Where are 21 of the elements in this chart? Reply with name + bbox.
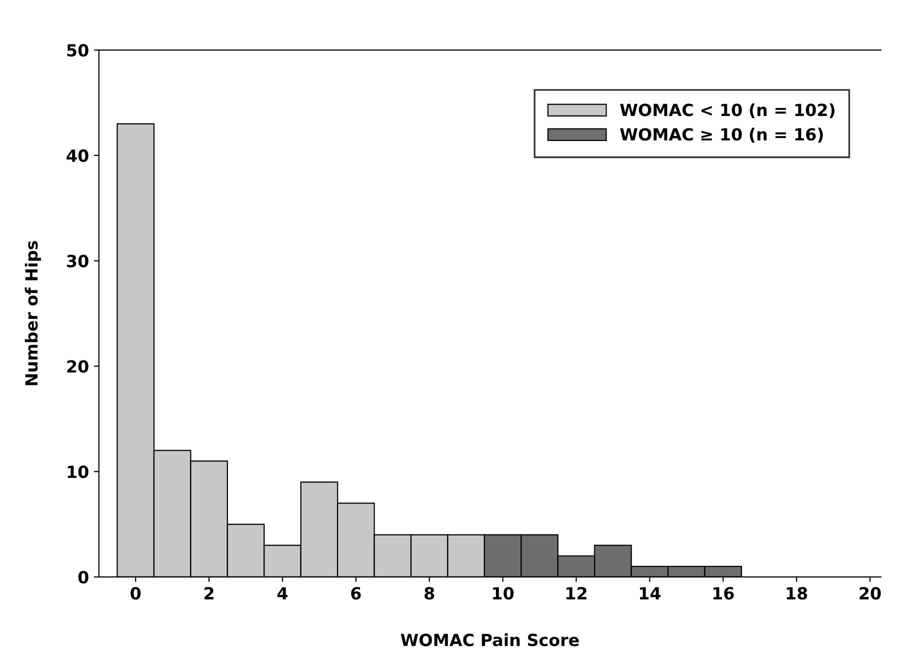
x-tick-label: 2 (204, 586, 214, 600)
y-tick-label: 10 (68, 466, 88, 478)
x-axis-title: WOMAC Pain Score (400, 633, 579, 646)
x-tick-label: 10 (493, 586, 514, 600)
x-tick-label: 0 (130, 586, 141, 600)
x-tick-label: 6 (351, 586, 361, 600)
y-tick-label: 20 (67, 360, 88, 373)
y-tick-label: 0 (78, 570, 88, 584)
legend-label: WOMAC < 10 (n = 102) (620, 103, 834, 118)
x-tick-label: 12 (566, 586, 586, 600)
legend-label: WOMAC ≥ 10 (n = 16) (620, 128, 823, 143)
y-axis-title: Number of Hips (24, 241, 41, 386)
x-tick-label: 20 (860, 586, 881, 600)
x-tick-label: 8 (424, 586, 434, 600)
y-tick-label: 30 (67, 254, 88, 268)
x-tick-label: 16 (713, 586, 734, 600)
y-tick-label: 50 (67, 44, 88, 57)
x-tick-label: 4 (277, 587, 288, 600)
y-tick-label: 40 (66, 149, 88, 162)
x-tick-label: 14 (640, 587, 661, 600)
x-tick-label: 18 (786, 586, 808, 600)
